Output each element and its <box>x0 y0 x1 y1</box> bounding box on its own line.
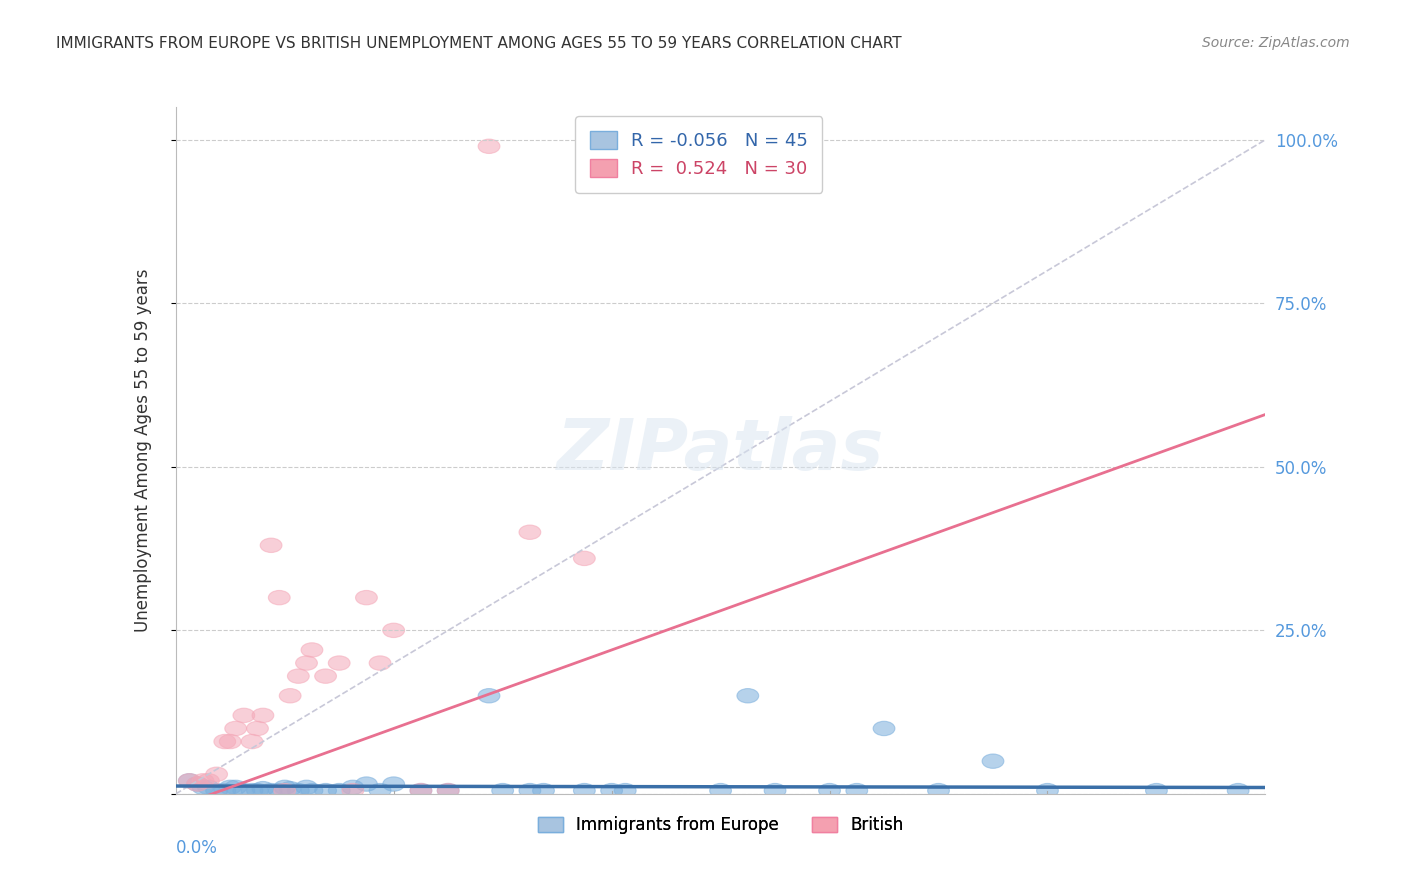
Ellipse shape <box>600 783 623 797</box>
Ellipse shape <box>356 591 377 605</box>
Ellipse shape <box>411 783 432 797</box>
Ellipse shape <box>478 689 501 703</box>
Ellipse shape <box>179 773 200 788</box>
Ellipse shape <box>846 783 868 797</box>
Ellipse shape <box>301 643 323 657</box>
Ellipse shape <box>574 783 595 797</box>
Ellipse shape <box>260 783 283 797</box>
Ellipse shape <box>287 669 309 683</box>
Ellipse shape <box>356 777 377 791</box>
Ellipse shape <box>301 783 323 797</box>
Ellipse shape <box>928 783 949 797</box>
Ellipse shape <box>219 780 242 795</box>
Text: ZIPatlas: ZIPatlas <box>557 416 884 485</box>
Ellipse shape <box>214 734 236 748</box>
Ellipse shape <box>315 669 336 683</box>
Ellipse shape <box>1146 783 1167 797</box>
Ellipse shape <box>187 777 208 791</box>
Ellipse shape <box>382 777 405 791</box>
Ellipse shape <box>614 783 636 797</box>
Ellipse shape <box>246 722 269 736</box>
Ellipse shape <box>981 754 1004 768</box>
Ellipse shape <box>411 783 432 797</box>
Ellipse shape <box>269 783 290 797</box>
Ellipse shape <box>295 656 318 670</box>
Ellipse shape <box>205 783 228 797</box>
Ellipse shape <box>1036 783 1059 797</box>
Ellipse shape <box>315 783 336 797</box>
Ellipse shape <box>179 773 200 788</box>
Ellipse shape <box>342 780 364 795</box>
Ellipse shape <box>295 780 318 795</box>
Ellipse shape <box>205 767 228 781</box>
Ellipse shape <box>437 783 458 797</box>
Ellipse shape <box>765 783 786 797</box>
Ellipse shape <box>269 591 290 605</box>
Ellipse shape <box>246 783 269 797</box>
Ellipse shape <box>242 734 263 748</box>
Ellipse shape <box>370 656 391 670</box>
Ellipse shape <box>519 525 541 540</box>
Ellipse shape <box>280 781 301 796</box>
Ellipse shape <box>260 538 283 552</box>
Ellipse shape <box>274 780 295 795</box>
Ellipse shape <box>225 722 246 736</box>
Ellipse shape <box>437 783 458 797</box>
Ellipse shape <box>478 139 501 153</box>
Ellipse shape <box>329 783 350 797</box>
Ellipse shape <box>382 624 405 638</box>
Ellipse shape <box>197 780 219 795</box>
Ellipse shape <box>233 783 254 797</box>
Text: IMMIGRANTS FROM EUROPE VS BRITISH UNEMPLOYMENT AMONG AGES 55 TO 59 YEARS CORRELA: IMMIGRANTS FROM EUROPE VS BRITISH UNEMPL… <box>56 36 901 51</box>
Ellipse shape <box>287 783 309 797</box>
Ellipse shape <box>274 783 295 797</box>
Ellipse shape <box>710 783 731 797</box>
Ellipse shape <box>197 773 219 788</box>
Ellipse shape <box>574 551 595 566</box>
Ellipse shape <box>519 783 541 797</box>
Ellipse shape <box>737 689 759 703</box>
Ellipse shape <box>342 783 364 797</box>
Ellipse shape <box>252 781 274 796</box>
Legend: Immigrants from Europe, British: Immigrants from Europe, British <box>531 809 910 840</box>
Ellipse shape <box>1227 783 1249 797</box>
Ellipse shape <box>818 783 841 797</box>
Ellipse shape <box>193 780 214 795</box>
Ellipse shape <box>242 783 263 797</box>
Ellipse shape <box>193 773 214 788</box>
Ellipse shape <box>329 656 350 670</box>
Ellipse shape <box>280 689 301 703</box>
Text: Source: ZipAtlas.com: Source: ZipAtlas.com <box>1202 36 1350 50</box>
Ellipse shape <box>492 783 513 797</box>
Ellipse shape <box>873 722 896 736</box>
Ellipse shape <box>187 777 208 791</box>
Ellipse shape <box>370 783 391 797</box>
Ellipse shape <box>214 783 236 797</box>
Ellipse shape <box>533 783 554 797</box>
Ellipse shape <box>233 708 254 723</box>
Text: 0.0%: 0.0% <box>176 838 218 856</box>
Ellipse shape <box>252 708 274 723</box>
Ellipse shape <box>225 780 246 795</box>
Y-axis label: Unemployment Among Ages 55 to 59 years: Unemployment Among Ages 55 to 59 years <box>134 268 152 632</box>
Ellipse shape <box>219 734 242 748</box>
